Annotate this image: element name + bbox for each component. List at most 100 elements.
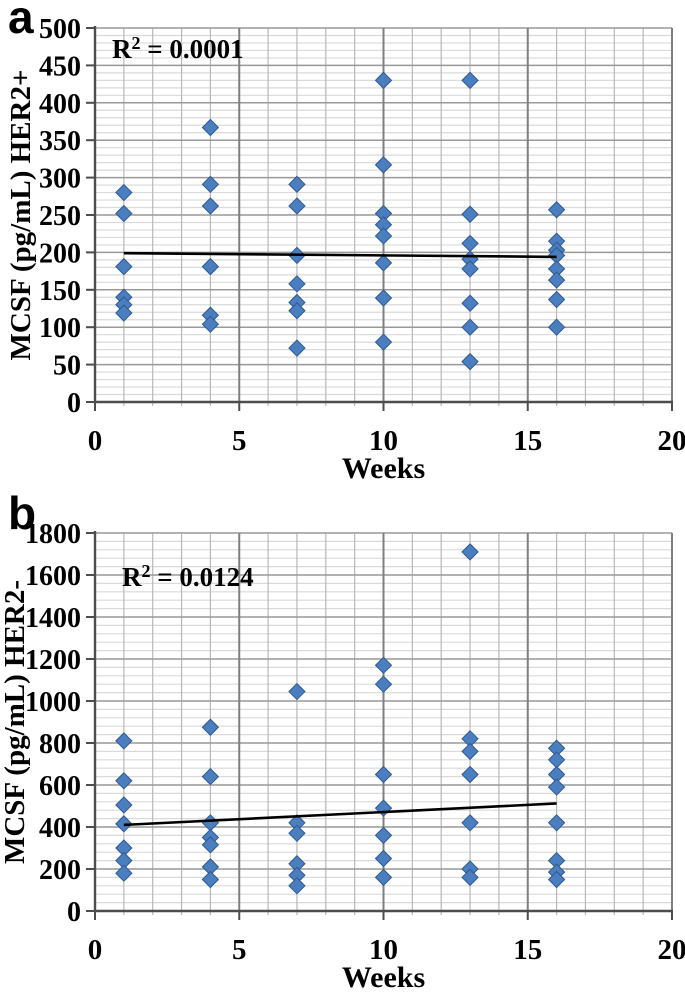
y-axis-title: MCSF (pg/mL) HER2- <box>0 580 31 864</box>
y-tick-label: 50 <box>53 351 81 382</box>
y-tick-label: 1000 <box>25 687 81 718</box>
data-point <box>115 772 133 790</box>
panel-a-chart: 0 50 100 150 200 250 300 350 400 450 500 0 5 10 15 20 We… <box>5 14 685 485</box>
x-tick-label: 20 <box>658 934 685 966</box>
y-axis-title: MCSF (pg/mL) HER2+ <box>5 70 37 361</box>
data-point <box>201 718 220 736</box>
data-point <box>288 302 306 320</box>
data-point <box>547 751 566 769</box>
gridlines <box>94 27 673 406</box>
data-point <box>115 257 133 276</box>
y-tick-label: 1200 <box>25 645 81 676</box>
data-points <box>115 71 566 371</box>
x-tick-label: 10 <box>369 425 398 457</box>
data-point <box>547 778 566 796</box>
data-point <box>374 656 393 675</box>
data-point <box>461 294 479 312</box>
data-point <box>374 289 393 307</box>
data-point <box>288 682 306 701</box>
data-points <box>115 543 566 895</box>
y-tick-label: 350 <box>39 126 81 157</box>
y-tick-label: 200 <box>39 238 81 269</box>
data-point <box>547 870 566 889</box>
data-point <box>288 197 306 215</box>
data-point <box>115 796 133 814</box>
panel-a: a 0 50 100 150 200 250 300 350 400 450 500 0 5 10 15 20… <box>5 0 685 485</box>
x-tick-label: 5 <box>232 425 247 457</box>
data-point <box>461 765 479 784</box>
x-axis-title: Weeks <box>342 452 425 485</box>
data-point <box>201 836 220 854</box>
data-point <box>201 197 220 215</box>
data-point <box>115 304 133 322</box>
y-tick-label: 0 <box>67 388 81 419</box>
x-tick-label: 5 <box>232 934 247 966</box>
x-tick-label: 15 <box>513 425 542 457</box>
data-point <box>288 824 306 843</box>
data-point <box>115 204 133 223</box>
data-point <box>374 799 393 817</box>
panel-b: b 0 200 400 600 800 1000 1200 1400 1600 1800 0 5 10 1… <box>0 490 685 992</box>
data-point <box>288 877 306 895</box>
data-point <box>461 868 479 887</box>
y-tick-label: 1800 <box>25 519 81 550</box>
y-tick-label: 800 <box>39 729 81 760</box>
x-axis-title: Weeks <box>342 961 425 992</box>
panel-a-letter: a <box>8 0 34 43</box>
data-point <box>374 826 393 845</box>
y-tick-label: 1600 <box>25 561 81 592</box>
data-point <box>374 227 393 245</box>
data-point <box>115 183 133 202</box>
y-tick-label: 500 <box>39 14 81 45</box>
panel-b-chart: 0 200 400 600 800 1000 1200 1400 1600 1800 0 5 10 15 2… <box>0 519 685 992</box>
y-tick-label: 450 <box>39 51 81 82</box>
data-point <box>201 814 220 832</box>
data-point <box>461 543 479 561</box>
y-tick-label: 150 <box>39 276 81 307</box>
y-tick-label: 400 <box>39 89 81 120</box>
r-squared-label: R2 = 0.0124 <box>122 561 254 592</box>
y-tick-label: 600 <box>39 771 81 802</box>
x-tick-label: 0 <box>88 425 103 457</box>
data-point <box>374 765 393 784</box>
y-tick-label: 300 <box>39 164 81 195</box>
data-point <box>547 201 566 219</box>
data-point <box>288 339 306 357</box>
data-point <box>374 849 393 868</box>
y-tick-label: 0 <box>67 897 81 928</box>
data-point <box>374 71 393 90</box>
x-tick-label: 15 <box>513 934 542 966</box>
data-point <box>201 118 220 137</box>
r-squared-label: R2 = 0.0001 <box>112 33 244 64</box>
data-point <box>201 315 220 333</box>
y-tick-label: 100 <box>39 313 81 344</box>
data-point <box>374 675 393 693</box>
data-point <box>201 767 220 786</box>
data-point <box>461 260 479 278</box>
data-point <box>374 333 393 351</box>
data-point <box>461 742 479 761</box>
x-tick-label: 20 <box>658 425 685 457</box>
x-tick-label: 10 <box>369 934 398 966</box>
data-point <box>547 290 566 309</box>
x-tick-label: 0 <box>88 934 103 966</box>
data-point <box>115 732 133 750</box>
data-point <box>461 318 479 336</box>
data-point <box>288 275 306 293</box>
y-tick-label: 250 <box>39 201 81 232</box>
data-point <box>201 870 220 889</box>
data-point <box>374 254 393 272</box>
y-tick-label: 200 <box>39 855 81 886</box>
data-point <box>461 205 479 223</box>
data-point <box>115 864 133 882</box>
data-point <box>201 175 220 194</box>
data-point <box>461 352 479 371</box>
trendline <box>123 251 557 259</box>
data-point <box>288 175 306 194</box>
y-tick-label: 1400 <box>25 603 81 634</box>
data-point <box>547 814 566 832</box>
data-point <box>374 156 393 174</box>
y-tick-label: 400 <box>39 813 81 844</box>
data-point <box>547 318 566 336</box>
panel-b-letter: b <box>8 487 37 539</box>
